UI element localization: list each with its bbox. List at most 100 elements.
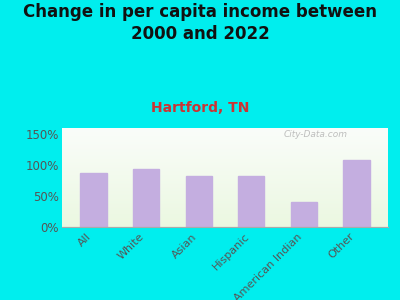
- Bar: [62, 178, 388, 179]
- Bar: [62, 194, 388, 195]
- Bar: [62, 153, 388, 154]
- Bar: [62, 200, 388, 201]
- Bar: [62, 195, 388, 196]
- Bar: [62, 180, 388, 181]
- Bar: [62, 157, 388, 158]
- Bar: [62, 201, 388, 202]
- Bar: [62, 135, 388, 136]
- Bar: [62, 211, 388, 212]
- Bar: [133, 169, 159, 226]
- Bar: [62, 186, 388, 187]
- Bar: [62, 181, 388, 182]
- Bar: [62, 224, 388, 226]
- Bar: [62, 152, 388, 153]
- Bar: [62, 173, 388, 174]
- Bar: [62, 213, 388, 214]
- Bar: [62, 179, 388, 180]
- Bar: [62, 175, 388, 176]
- Bar: [80, 173, 107, 226]
- Bar: [62, 143, 388, 144]
- Bar: [62, 192, 388, 193]
- Text: Hartford, TN: Hartford, TN: [151, 100, 249, 115]
- Bar: [62, 140, 388, 141]
- Bar: [186, 176, 212, 226]
- Bar: [62, 205, 388, 206]
- Bar: [62, 161, 388, 162]
- Bar: [62, 196, 388, 197]
- Bar: [62, 187, 388, 188]
- Bar: [62, 154, 388, 155]
- Bar: [62, 142, 388, 143]
- Bar: [62, 182, 388, 183]
- Bar: [62, 172, 388, 173]
- Bar: [62, 218, 388, 219]
- Bar: [62, 130, 388, 131]
- Bar: [62, 170, 388, 171]
- Bar: [62, 210, 388, 211]
- Bar: [62, 171, 388, 172]
- Text: City-Data.com: City-Data.com: [284, 130, 348, 140]
- Bar: [62, 198, 388, 199]
- Bar: [62, 148, 388, 149]
- Bar: [62, 155, 388, 156]
- Bar: [62, 165, 388, 166]
- Bar: [62, 202, 388, 203]
- Bar: [62, 191, 388, 192]
- Bar: [62, 223, 388, 224]
- Bar: [62, 164, 388, 165]
- Bar: [62, 206, 388, 207]
- Bar: [62, 156, 388, 157]
- Bar: [62, 184, 388, 185]
- Bar: [62, 128, 388, 130]
- Bar: [62, 168, 388, 169]
- Bar: [62, 219, 388, 220]
- Bar: [62, 162, 388, 163]
- Bar: [62, 177, 388, 178]
- Bar: [62, 189, 388, 190]
- Bar: [62, 208, 388, 209]
- Bar: [62, 176, 388, 177]
- Bar: [62, 158, 388, 159]
- Bar: [62, 159, 388, 160]
- Bar: [62, 216, 388, 217]
- Bar: [62, 149, 388, 150]
- Bar: [62, 132, 388, 134]
- Bar: [62, 221, 388, 223]
- Bar: [62, 166, 388, 167]
- Bar: [62, 169, 388, 170]
- Bar: [62, 183, 388, 184]
- Bar: [62, 134, 388, 135]
- Bar: [62, 204, 388, 205]
- Bar: [62, 136, 388, 137]
- Bar: [62, 138, 388, 140]
- Bar: [62, 151, 388, 152]
- Bar: [62, 193, 388, 194]
- Bar: [62, 147, 388, 148]
- Bar: [62, 207, 388, 208]
- Bar: [62, 145, 388, 146]
- Bar: [62, 217, 388, 218]
- Bar: [343, 160, 370, 226]
- Bar: [62, 146, 388, 147]
- Bar: [62, 141, 388, 142]
- Bar: [62, 190, 388, 191]
- Bar: [62, 185, 388, 186]
- Bar: [62, 214, 388, 216]
- Bar: [62, 131, 388, 132]
- Bar: [62, 144, 388, 145]
- Bar: [291, 202, 317, 226]
- Bar: [62, 212, 388, 213]
- Bar: [62, 197, 388, 198]
- Text: Change in per capita income between
2000 and 2022: Change in per capita income between 2000…: [23, 3, 377, 43]
- Bar: [62, 174, 388, 175]
- Bar: [62, 203, 388, 204]
- Bar: [62, 137, 388, 138]
- Bar: [62, 163, 388, 164]
- Bar: [62, 199, 388, 200]
- Bar: [62, 220, 388, 221]
- Bar: [238, 176, 264, 226]
- Bar: [62, 167, 388, 168]
- Bar: [62, 160, 388, 161]
- Bar: [62, 188, 388, 189]
- Bar: [62, 150, 388, 151]
